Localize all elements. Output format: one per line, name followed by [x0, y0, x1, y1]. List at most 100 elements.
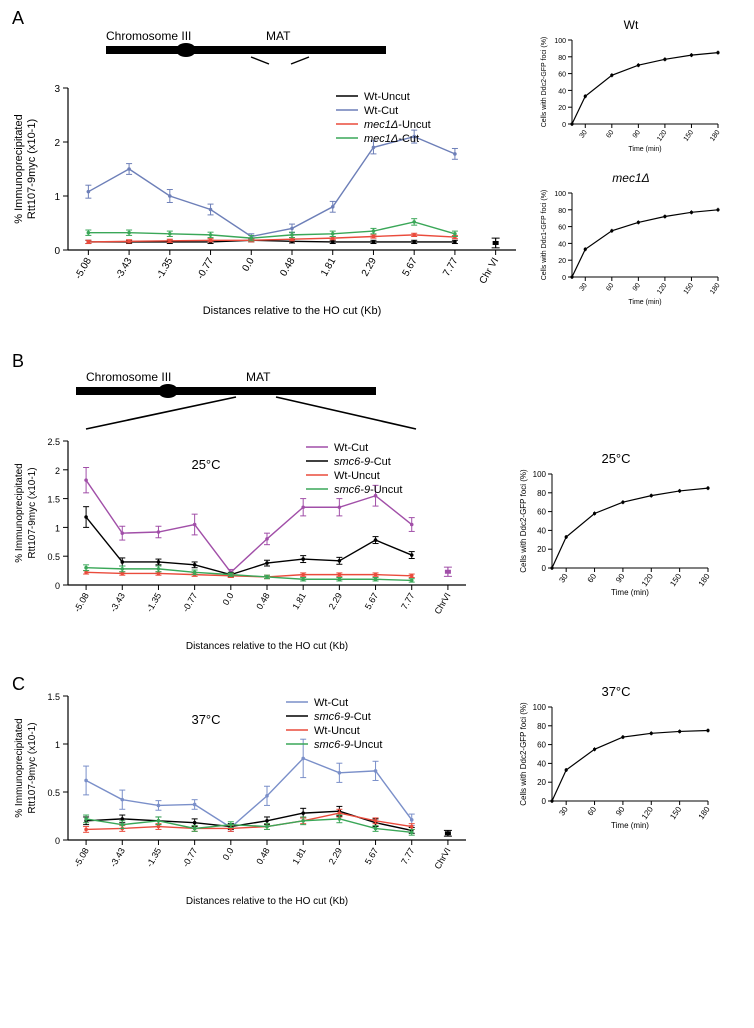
svg-text:Cells with Ddc1-GFP foci (%): Cells with Ddc1-GFP foci (%) — [541, 190, 548, 281]
svg-text:30: 30 — [557, 572, 570, 585]
svg-text:Cells with Ddc2-GFP foci (%): Cells with Ddc2-GFP foci (%) — [541, 37, 548, 128]
svg-text:Cells with Ddc2-GFP foci (%): Cells with Ddc2-GFP foci (%) — [519, 702, 528, 806]
svg-text:0: 0 — [562, 275, 566, 282]
panel-a-mini-mec1: mec1Δ 020406080100306090120150180Cells w… — [536, 171, 726, 312]
svg-text:smc6-9-Cut: smc6-9-Cut — [334, 456, 391, 468]
svg-text:2.29: 2.29 — [327, 846, 344, 866]
svg-text:90: 90 — [632, 282, 642, 292]
svg-text:-1.35: -1.35 — [144, 846, 163, 869]
panel-c-chart: 00.511.5-5.08-3.43-1.35-0.770.00.481.812… — [6, 688, 476, 915]
svg-text:60: 60 — [586, 572, 599, 585]
svg-text:30: 30 — [579, 282, 589, 292]
svg-text:100: 100 — [554, 38, 566, 45]
mini-title-mec1: mec1Δ — [536, 171, 726, 185]
svg-text:% Immunoprecipitated: % Immunoprecipitated — [14, 718, 25, 818]
svg-text:180: 180 — [709, 129, 721, 143]
svg-text:2.29: 2.29 — [360, 256, 379, 279]
svg-text:20: 20 — [537, 545, 546, 554]
svg-text:180: 180 — [697, 572, 712, 589]
svg-text:-0.77: -0.77 — [180, 591, 199, 614]
mini-title-25: 25°C — [516, 451, 716, 466]
svg-text:20: 20 — [558, 105, 566, 112]
svg-text:smc6-9-Uncut: smc6-9-Uncut — [314, 739, 382, 751]
panel-b-label: B — [12, 351, 24, 372]
svg-text:120: 120 — [640, 805, 655, 822]
panel-a-chart: 0123-5.08-3.43-1.35-0.770.00.481.812.295… — [6, 80, 526, 325]
svg-text:90: 90 — [614, 572, 627, 585]
svg-text:0: 0 — [542, 564, 547, 573]
svg-text:1: 1 — [55, 740, 60, 750]
svg-text:60: 60 — [537, 741, 546, 750]
svg-text:0.48: 0.48 — [278, 256, 297, 279]
svg-text:90: 90 — [632, 129, 642, 139]
svg-text:0.0: 0.0 — [240, 256, 257, 274]
svg-text:Rtt107-9myc (x10-1): Rtt107-9myc (x10-1) — [27, 722, 38, 813]
svg-text:1: 1 — [54, 192, 60, 203]
svg-text:30: 30 — [579, 129, 589, 139]
svg-text:150: 150 — [668, 805, 683, 822]
panel-a: A Chromosome IIIMAT 0123-5.08-3.43-1.35-… — [6, 8, 748, 325]
svg-text:% Immunoprecipitated: % Immunoprecipitated — [14, 463, 25, 563]
svg-text:180: 180 — [697, 805, 712, 822]
svg-text:7.77: 7.77 — [399, 846, 416, 866]
svg-text:-5.08: -5.08 — [72, 591, 91, 614]
mini-title-37: 37°C — [516, 684, 716, 699]
svg-text:0.5: 0.5 — [47, 788, 60, 798]
svg-text:Time (min): Time (min) — [611, 588, 649, 597]
svg-text:mec1Δ-Cut: mec1Δ-Cut — [364, 133, 419, 145]
panel-b: B Chromosome IIIMAT 00.511.522.5-5.08-3.… — [6, 351, 748, 660]
svg-text:37°C: 37°C — [191, 712, 220, 727]
panel-b-main: Chromosome IIIMAT 00.511.522.5-5.08-3.43… — [6, 351, 476, 660]
svg-text:Wt-Uncut: Wt-Uncut — [314, 725, 360, 737]
svg-text:0: 0 — [562, 122, 566, 129]
panel-a-side: Wt 020406080100306090120150180Cells with… — [536, 18, 726, 312]
panel-a-mini-wt: Wt 020406080100306090120150180Cells with… — [536, 18, 726, 159]
svg-text:2: 2 — [54, 138, 60, 149]
mini-title-wt: Wt — [536, 18, 726, 32]
svg-text:smc6-9-Cut: smc6-9-Cut — [314, 711, 371, 723]
panel-a-label: A — [12, 8, 24, 29]
svg-text:Cells with Ddc2-GFP foci (%): Cells with Ddc2-GFP foci (%) — [519, 469, 528, 573]
svg-text:3: 3 — [54, 84, 60, 95]
figure: A Chromosome IIIMAT 0123-5.08-3.43-1.35-… — [0, 0, 754, 923]
svg-text:ChrVI: ChrVI — [432, 846, 452, 871]
svg-text:Wt-Cut: Wt-Cut — [314, 697, 348, 709]
svg-text:-1.35: -1.35 — [154, 256, 175, 282]
svg-text:100: 100 — [554, 191, 566, 198]
svg-text:40: 40 — [537, 526, 546, 535]
svg-text:100: 100 — [533, 470, 547, 479]
panel-c-main: 00.511.5-5.08-3.43-1.35-0.770.00.481.812… — [6, 688, 476, 915]
svg-text:0: 0 — [55, 581, 60, 591]
svg-text:5.67: 5.67 — [363, 846, 380, 866]
svg-text:80: 80 — [558, 55, 566, 62]
panel-c-side: 37°C 020406080100306090120150180Cells wi… — [516, 684, 716, 836]
svg-text:0.5: 0.5 — [47, 552, 60, 562]
svg-text:60: 60 — [586, 805, 599, 818]
panel-b-mini: 25°C 020406080100306090120150180Cells wi… — [516, 451, 716, 603]
svg-text:% Immunoprecipitated: % Immunoprecipitated — [13, 114, 25, 223]
svg-text:Rtt107-9myc (x10-1): Rtt107-9myc (x10-1) — [26, 119, 38, 219]
svg-text:1.5: 1.5 — [47, 495, 60, 505]
svg-text:60: 60 — [605, 129, 615, 139]
svg-text:Wt-Uncut: Wt-Uncut — [334, 470, 380, 482]
svg-text:-0.77: -0.77 — [195, 256, 216, 282]
svg-text:Distances relative to the HO c: Distances relative to the HO cut (Kb) — [186, 896, 348, 907]
svg-text:90: 90 — [614, 805, 627, 818]
svg-text:0.0: 0.0 — [221, 591, 236, 607]
svg-text:7.77: 7.77 — [399, 591, 416, 611]
panel-a-chromosome: Chromosome IIIMAT — [76, 28, 526, 78]
svg-text:60: 60 — [558, 225, 566, 232]
svg-text:1.5: 1.5 — [47, 692, 60, 702]
svg-text:0: 0 — [55, 836, 60, 846]
svg-text:60: 60 — [605, 282, 615, 292]
svg-text:Chromosome III: Chromosome III — [86, 370, 171, 384]
panel-b-side: 25°C 020406080100306090120150180Cells wi… — [516, 451, 716, 603]
svg-text:ChrVI: ChrVI — [432, 591, 452, 616]
svg-text:-1.35: -1.35 — [144, 591, 163, 614]
svg-text:-0.77: -0.77 — [180, 846, 199, 869]
svg-text:120: 120 — [640, 572, 655, 589]
svg-text:-3.43: -3.43 — [114, 256, 135, 282]
svg-text:40: 40 — [558, 241, 566, 248]
svg-text:mec1Δ-Uncut: mec1Δ-Uncut — [364, 119, 431, 131]
svg-text:Wt-Cut: Wt-Cut — [334, 442, 368, 454]
